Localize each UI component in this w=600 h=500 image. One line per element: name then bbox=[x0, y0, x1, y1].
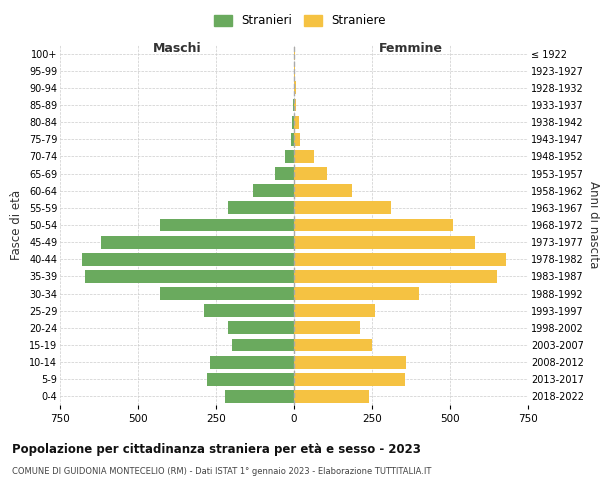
Bar bbox=[294, 304, 375, 317]
Bar bbox=[294, 64, 295, 77]
Bar bbox=[232, 338, 294, 351]
Bar bbox=[294, 82, 296, 94]
Bar bbox=[294, 236, 475, 248]
Bar bbox=[82, 253, 294, 266]
Bar bbox=[160, 287, 294, 300]
Bar bbox=[210, 356, 294, 368]
Y-axis label: Fasce di età: Fasce di età bbox=[10, 190, 23, 260]
Y-axis label: Anni di nascita: Anni di nascita bbox=[587, 182, 600, 268]
Bar bbox=[85, 270, 294, 283]
Bar bbox=[294, 287, 419, 300]
Bar bbox=[294, 133, 300, 145]
Bar bbox=[160, 218, 294, 232]
Bar bbox=[294, 116, 299, 128]
Text: COMUNE DI GUIDONIA MONTECELIO (RM) - Dati ISTAT 1° gennaio 2023 - Elaborazione T: COMUNE DI GUIDONIA MONTECELIO (RM) - Dat… bbox=[12, 468, 431, 476]
Bar bbox=[229, 202, 294, 214]
Bar bbox=[206, 373, 294, 386]
Legend: Stranieri, Straniere: Stranieri, Straniere bbox=[211, 11, 389, 31]
Bar bbox=[294, 184, 352, 197]
Bar bbox=[275, 167, 294, 180]
Bar bbox=[294, 338, 372, 351]
Bar bbox=[294, 150, 314, 163]
Bar bbox=[294, 322, 359, 334]
Text: Maschi: Maschi bbox=[152, 42, 202, 54]
Bar bbox=[294, 47, 295, 60]
Bar bbox=[284, 150, 294, 163]
Bar bbox=[294, 218, 453, 232]
Bar bbox=[294, 390, 369, 403]
Bar bbox=[293, 98, 294, 112]
Bar bbox=[294, 270, 497, 283]
Bar bbox=[294, 373, 405, 386]
Bar bbox=[294, 202, 391, 214]
Text: Femmine: Femmine bbox=[379, 42, 443, 54]
Bar bbox=[229, 322, 294, 334]
Bar bbox=[294, 98, 296, 112]
Bar bbox=[253, 184, 294, 197]
Text: Popolazione per cittadinanza straniera per età e sesso - 2023: Popolazione per cittadinanza straniera p… bbox=[12, 442, 421, 456]
Bar bbox=[294, 167, 327, 180]
Bar bbox=[292, 116, 294, 128]
Bar bbox=[226, 390, 294, 403]
Bar bbox=[101, 236, 294, 248]
Bar bbox=[294, 253, 506, 266]
Bar bbox=[294, 356, 406, 368]
Bar bbox=[203, 304, 294, 317]
Bar bbox=[291, 133, 294, 145]
